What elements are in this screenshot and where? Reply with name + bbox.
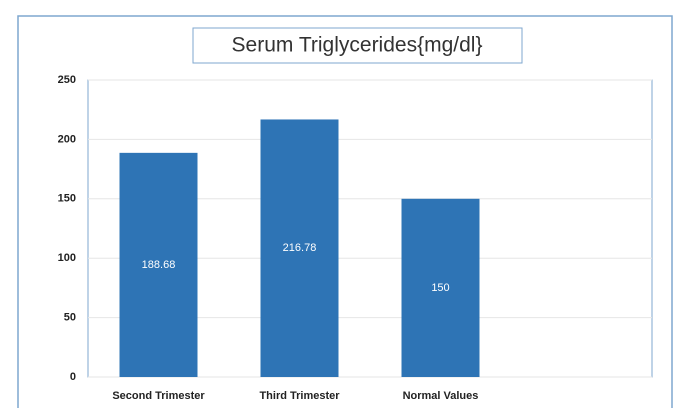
value-label: 150: [431, 282, 449, 294]
chart-frame: [17, 15, 673, 408]
bar: [119, 152, 198, 377]
value-label: 188.68: [142, 259, 176, 271]
y-tick-label: 0: [70, 371, 76, 383]
x-tick-label: Third Trimester: [259, 390, 340, 402]
y-tick-label: 50: [64, 312, 76, 324]
chart-title: Serum Triglycerides{mg/dl}: [232, 34, 483, 57]
y-tick-label: 100: [58, 252, 76, 264]
y-tick-label: 250: [58, 74, 76, 86]
x-tick-label: Normal Values: [403, 390, 479, 402]
bar: [401, 198, 480, 377]
value-label: 216.78: [283, 242, 317, 254]
y-tick-label: 200: [58, 133, 76, 145]
title-box: [192, 27, 523, 64]
y-tick-label: 150: [58, 193, 76, 205]
x-tick-label: Second Trimester: [112, 390, 205, 402]
bar: [260, 119, 339, 377]
